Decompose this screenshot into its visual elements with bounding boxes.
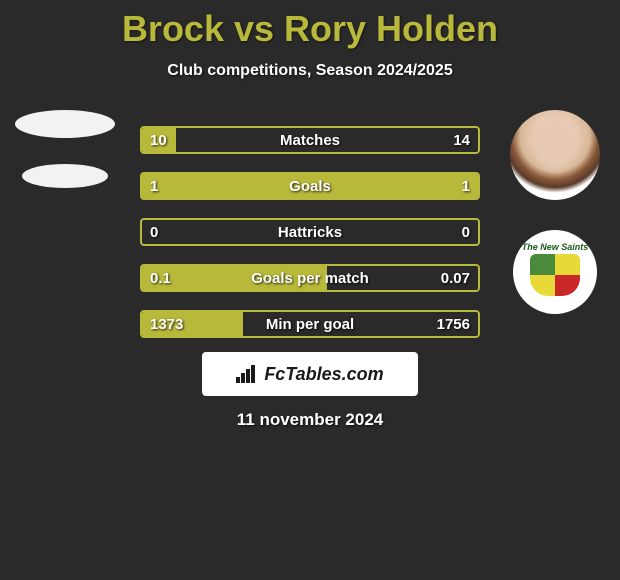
stat-label: Hattricks: [142, 224, 478, 241]
stat-row: 1014Matches: [140, 126, 480, 154]
player-right-club-crest: The New Saints: [513, 230, 597, 314]
source-logo-text: FcTables.com: [264, 364, 383, 385]
player-right-column: The New Saints: [495, 110, 615, 314]
comparison-infographic: Brock vs Rory Holden Club competitions, …: [0, 0, 620, 580]
crest-text: The New Saints: [522, 242, 589, 252]
shield-icon: [530, 254, 580, 296]
page-title: Brock vs Rory Holden: [0, 0, 620, 50]
player-left-avatar-placeholder: [15, 110, 115, 138]
stat-row: 00Hattricks: [140, 218, 480, 246]
player-left-club-placeholder: [22, 164, 108, 188]
stat-label: Matches: [142, 132, 478, 149]
stat-row: 13731756Min per goal: [140, 310, 480, 338]
subtitle: Club competitions, Season 2024/2025: [0, 62, 620, 80]
player-right-avatar: [510, 110, 600, 200]
stat-row: 11Goals: [140, 172, 480, 200]
stat-bars: 1014Matches 11Goals 00Hattricks 0.10.07Goal…: [140, 126, 480, 338]
date-text: 11 november 2024: [0, 410, 620, 430]
stat-row: 0.10.07Goals per match: [140, 264, 480, 292]
stat-label: Goals per match: [142, 270, 478, 287]
player-left-column: [5, 110, 125, 188]
bar-chart-icon: [236, 365, 258, 383]
source-logo: FcTables.com: [202, 352, 418, 396]
stat-label: Min per goal: [142, 316, 478, 333]
stat-label: Goals: [142, 178, 478, 195]
